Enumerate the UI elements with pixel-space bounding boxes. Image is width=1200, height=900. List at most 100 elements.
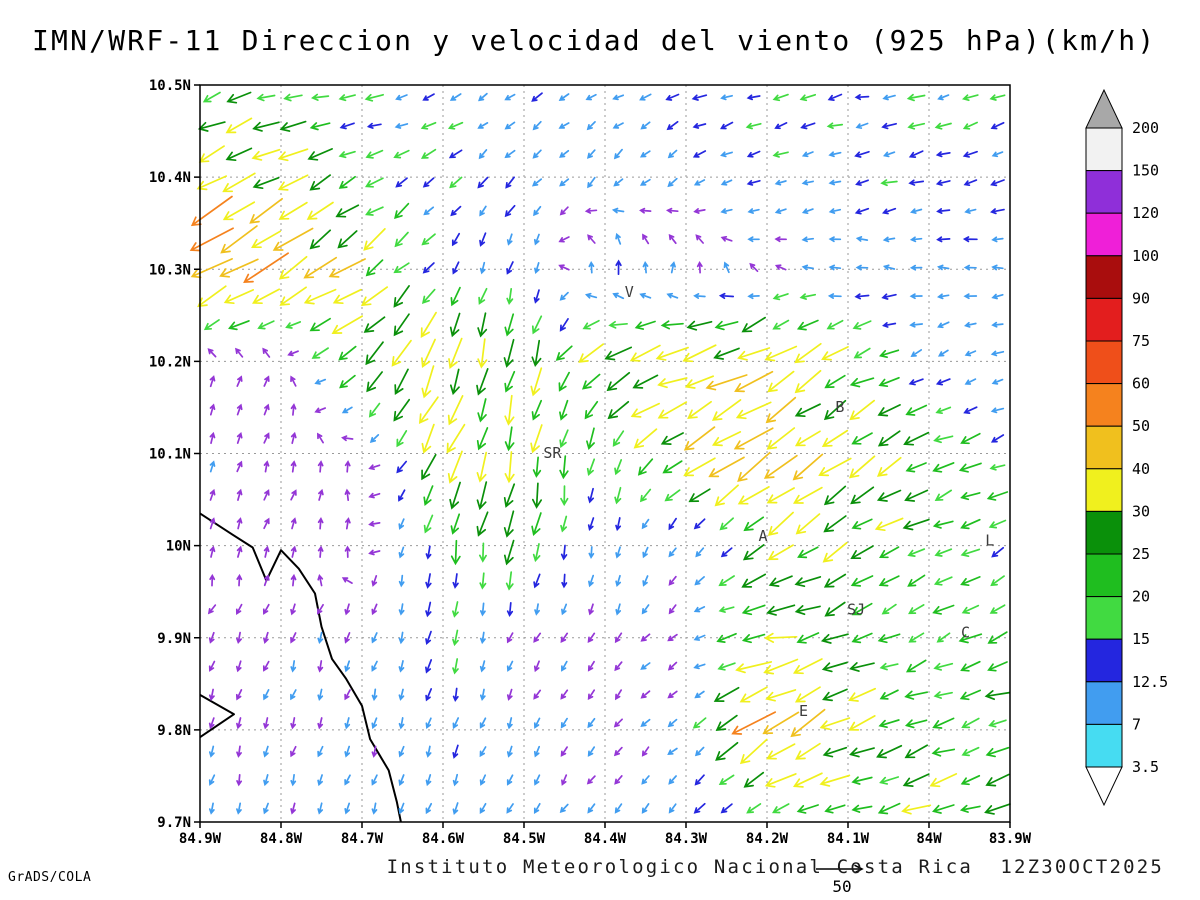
wind-vector xyxy=(279,286,307,306)
wind-vector xyxy=(691,94,708,101)
wind-vector xyxy=(344,488,351,502)
wind-vector xyxy=(874,517,904,532)
colorbar-band xyxy=(1085,723,1123,768)
wind-vector xyxy=(794,605,821,616)
x-tick-label: 84.2W xyxy=(746,831,789,847)
wind-vector xyxy=(766,604,796,616)
wind-vector xyxy=(344,774,351,786)
wind-vector xyxy=(935,406,952,415)
wind-vector xyxy=(531,315,543,335)
wind-vector xyxy=(587,517,595,532)
wind-vector xyxy=(425,573,432,589)
wind-vector xyxy=(506,601,514,617)
wind-vector xyxy=(344,802,351,815)
wind-vector xyxy=(908,378,924,386)
station-label: A xyxy=(758,527,767,545)
station-label: E xyxy=(799,702,808,720)
wind-vector xyxy=(668,233,677,245)
wind-vector xyxy=(960,774,981,786)
wind-vector xyxy=(560,689,569,700)
wind-vector xyxy=(236,773,243,787)
wind-vector xyxy=(530,367,543,397)
wind-vector xyxy=(236,745,242,758)
wind-vector xyxy=(634,320,656,330)
wind-vector xyxy=(741,633,766,644)
wind-vector xyxy=(314,378,327,385)
wind-vector xyxy=(479,205,487,217)
colorbar-label: 20 xyxy=(1132,588,1150,606)
wind-vector xyxy=(533,632,542,643)
wind-vector xyxy=(555,345,573,361)
wind-vector xyxy=(642,261,649,274)
wind-vector xyxy=(425,659,433,674)
wind-vector xyxy=(371,745,378,758)
wind-vector xyxy=(693,606,706,613)
wind-vector xyxy=(588,603,594,616)
wind-vector xyxy=(933,662,954,671)
wind-vector xyxy=(715,741,739,761)
wind-vector xyxy=(909,321,924,328)
wind-vector xyxy=(394,123,409,129)
wind-vector xyxy=(478,149,488,160)
wind-vector xyxy=(558,93,570,101)
wind-vector xyxy=(824,804,846,814)
wind-vector xyxy=(763,632,798,643)
wind-vector xyxy=(339,122,355,130)
wind-vector xyxy=(849,662,875,672)
y-tick-label: 10.1N xyxy=(149,447,191,463)
wind-vector xyxy=(479,802,487,814)
wind-vector xyxy=(425,630,432,646)
colorbar-band xyxy=(1085,340,1123,385)
wind-vector xyxy=(695,547,705,558)
wind-vector xyxy=(236,517,243,530)
wind-vector xyxy=(963,179,978,187)
colorbar-band xyxy=(1085,553,1123,598)
wind-vector xyxy=(613,148,623,160)
wind-vector xyxy=(423,514,434,534)
wind-vector xyxy=(335,204,360,218)
wind-vector xyxy=(559,149,570,158)
wind-vector xyxy=(421,338,436,369)
wind-vector xyxy=(826,122,844,130)
wind-vector xyxy=(425,745,432,758)
wind-vector xyxy=(421,233,436,246)
wind-vector xyxy=(991,151,1004,158)
wind-vector xyxy=(503,539,515,566)
wind-vector xyxy=(708,456,745,478)
wind-vector xyxy=(879,546,900,559)
wind-vector xyxy=(290,773,297,787)
wind-vector xyxy=(209,403,216,416)
colorbar-band xyxy=(1085,297,1123,342)
wind-vector xyxy=(534,603,540,616)
wind-vector xyxy=(506,261,514,275)
wind-vector xyxy=(277,148,309,162)
wind-vector xyxy=(932,717,955,729)
wind-vector xyxy=(447,395,464,426)
wind-vector xyxy=(393,313,410,337)
wind-vector xyxy=(717,662,736,671)
wind-vector xyxy=(694,690,705,699)
wind-vector xyxy=(909,264,923,271)
wind-vector xyxy=(657,377,688,389)
wind-vector xyxy=(849,455,876,479)
wind-vector xyxy=(365,206,384,216)
wind-vector xyxy=(666,120,679,131)
wind-vector xyxy=(800,122,816,130)
wind-vector xyxy=(477,312,488,338)
colorbar-label: 40 xyxy=(1132,460,1150,478)
x-tick-label: 84.7W xyxy=(341,831,384,847)
wind-vector xyxy=(452,687,459,702)
wind-vector xyxy=(670,261,676,274)
wind-vector xyxy=(504,426,515,452)
wind-vector xyxy=(317,516,324,530)
wind-vector xyxy=(398,603,405,616)
wind-vector xyxy=(450,539,461,566)
wind-vector xyxy=(263,689,270,701)
wind-vector xyxy=(962,150,978,158)
wind-vector xyxy=(774,122,788,130)
wind-vector xyxy=(263,460,270,473)
wind-vector xyxy=(799,93,817,102)
wind-vector xyxy=(904,744,929,759)
